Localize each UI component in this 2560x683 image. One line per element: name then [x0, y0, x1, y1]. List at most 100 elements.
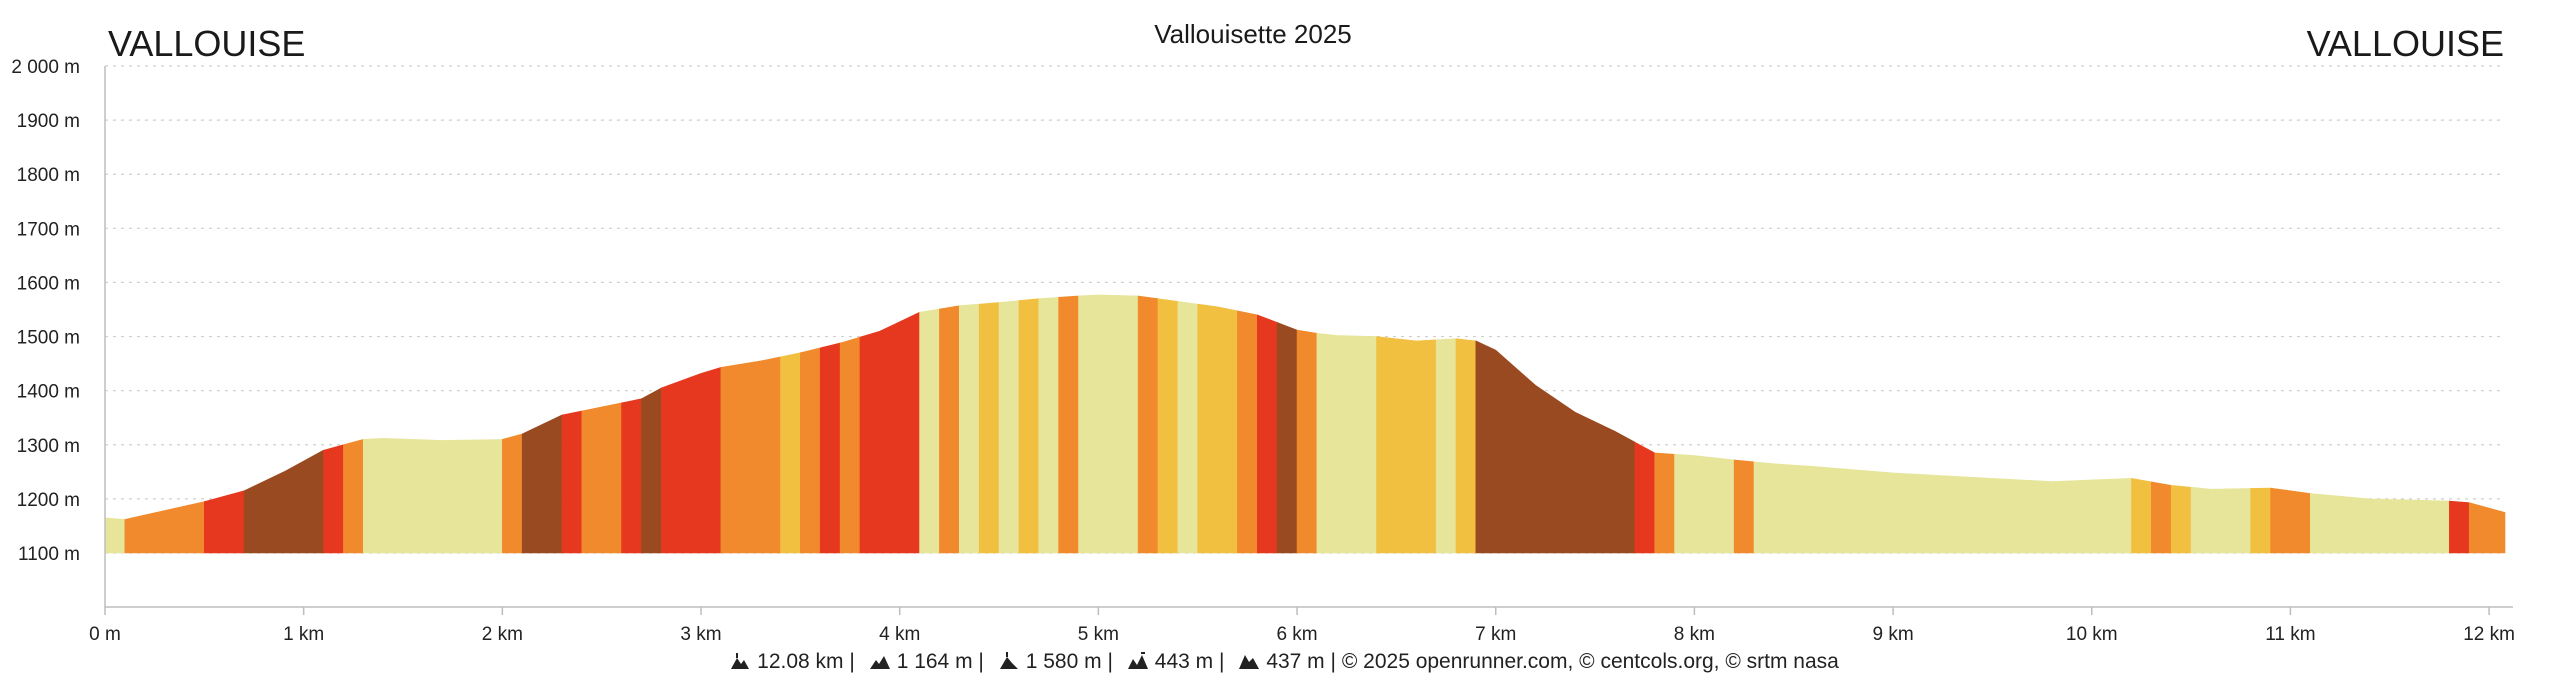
elevation-area: [104, 294, 2506, 554]
slope-segment-moderate: [1296, 329, 1318, 554]
slope-segment-steep: [323, 444, 344, 554]
x-tick-label: 9 km: [1872, 624, 1913, 645]
slope-segment-moderate: [839, 336, 861, 554]
slope-segment-descent: [1475, 340, 1636, 554]
start-place-label: VALLOUISE: [108, 23, 305, 64]
slope-segment-flat: [1316, 332, 1377, 554]
slope-segment-descent: [641, 387, 662, 554]
slope-segment-flat: [1177, 301, 1199, 554]
slope-segment-steep: [561, 410, 583, 554]
y-tick-label: 1500 m: [17, 328, 80, 349]
y-tick-label: 1600 m: [17, 273, 80, 294]
separator: |: [1330, 650, 1336, 673]
slope-segment-moderate: [1733, 459, 1755, 554]
x-tick-label: 1 km: [283, 624, 324, 645]
x-tick-label: 2 km: [482, 624, 523, 645]
slope-segment-moderate: [1237, 310, 1258, 554]
elevation-loss-value: 437 m: [1266, 650, 1325, 673]
slope-segment-flat: [959, 303, 980, 554]
slope-segment-descent: [243, 449, 324, 554]
y-tick-label: 1200 m: [17, 490, 80, 511]
separator: |: [978, 650, 984, 673]
separator: |: [1107, 650, 1113, 673]
slope-segment-moderate: [1654, 452, 1675, 554]
axes: [104, 66, 2513, 608]
slope-segment-gentle: [2131, 477, 2152, 554]
y-tick-label: 2 000 m: [11, 57, 80, 78]
slope-segment-steep: [859, 311, 920, 554]
slope-segment-moderate: [343, 438, 364, 554]
y-tick-label: 1300 m: [17, 436, 80, 457]
slope-segment-moderate: [939, 305, 960, 554]
separator: |: [849, 650, 855, 673]
slope-segment-gentle: [1376, 336, 1437, 554]
slope-segment-flat: [1038, 296, 1059, 554]
x-tick-label: 10 km: [2066, 624, 2118, 645]
y-tick-label: 1100 m: [18, 544, 80, 565]
ascent-icon: [869, 656, 890, 669]
slope-segment-moderate: [720, 356, 781, 554]
y-tick-label: 1400 m: [17, 382, 80, 403]
slope-segment-flat: [998, 300, 1020, 554]
slope-segment-flat: [2190, 486, 2251, 554]
slope-segment-gentle: [1455, 338, 1477, 554]
x-tick-label: 7 km: [1475, 624, 1516, 645]
separator: |: [1219, 650, 1225, 673]
slope-segment-gentle: [1157, 298, 1179, 554]
slope-segment-gentle: [2250, 487, 2271, 554]
slope-segment-flat: [1435, 338, 1457, 554]
slope-segment-moderate: [2468, 502, 2506, 554]
y-axis-ticks: 1100 m 1200 m 1300 m 1400 m 1500 m 1600 m 1700…: [11, 57, 80, 565]
x-tick-label: 4 km: [879, 624, 920, 645]
y-tick-label: 1900 m: [17, 111, 80, 132]
slope-segment-moderate: [581, 402, 622, 554]
slope-segment-flat: [1674, 453, 1735, 554]
elevation-loss-icon: [1239, 655, 1260, 669]
slope-segment-moderate: [2270, 487, 2311, 554]
slope-segment-steep: [819, 342, 841, 554]
slope-segment-flat: [362, 437, 503, 554]
max-altitude-icon: [999, 652, 1018, 669]
distance-value: 12.08 km: [757, 650, 844, 673]
slope-segment-gentle: [780, 352, 801, 554]
elevation-gain-value: 443 m: [1154, 650, 1214, 673]
slope-segment-steep: [660, 366, 722, 554]
slope-segment-moderate: [1137, 295, 1159, 554]
slope-segment-moderate: [1058, 295, 1079, 554]
slope-segment-flat: [1753, 461, 2132, 554]
slope-segment-moderate: [124, 501, 205, 554]
slope-segment-flat: [1078, 294, 1139, 554]
x-tick-label: 3 km: [680, 624, 721, 645]
slope-segment-descent: [521, 414, 563, 554]
slope-segment-steep: [204, 490, 245, 554]
max-altitude-value: 1 580 m: [1025, 650, 1102, 673]
slope-segment-gentle: [978, 302, 1000, 554]
x-tick-label: 0 m: [89, 624, 121, 645]
slope-segment-steep: [621, 398, 642, 554]
x-tick-label: 5 km: [1078, 624, 1119, 645]
slope-segment-gentle: [1197, 303, 1238, 554]
slope-segment-steep: [1634, 441, 1655, 554]
slope-segment-moderate: [2151, 481, 2172, 554]
slope-segment-gentle: [2170, 485, 2192, 554]
elevation-gain-icon: [1127, 652, 1148, 669]
x-tick-label: 6 km: [1276, 624, 1317, 645]
ascent-value: 1 164 m: [896, 650, 973, 673]
distance-icon: [731, 653, 750, 669]
x-tick-label: 11 km: [2265, 624, 2315, 645]
route-summary: 12.08 km | 1 164 m | 1 580 m | 443 m | 4…: [0, 650, 2560, 674]
credits-text: © 2025 openrunner.com, © centcols.org, ©…: [1341, 650, 1839, 673]
x-tick-label: 8 km: [1674, 624, 1715, 645]
chart-title: Vallouisette 2025: [1154, 19, 1352, 49]
x-axis-ticks: 0 m 1 km 2 km 3 km 4 km 5 km 6 km 7 km 8 km 9 km 1…: [89, 607, 2515, 645]
slope-segment-steep: [2449, 500, 2470, 554]
slope-segment-flat: [104, 517, 126, 554]
y-tick-label: 1700 m: [17, 219, 80, 240]
slope-segment-steep: [1257, 314, 1278, 554]
x-tick-label: 12 km: [2463, 624, 2515, 645]
slope-segment-flat: [919, 308, 940, 554]
end-place-label: VALLOUISE: [2307, 23, 2504, 64]
y-tick-label: 1800 m: [17, 165, 80, 186]
slope-segment-flat: [2310, 493, 2450, 554]
